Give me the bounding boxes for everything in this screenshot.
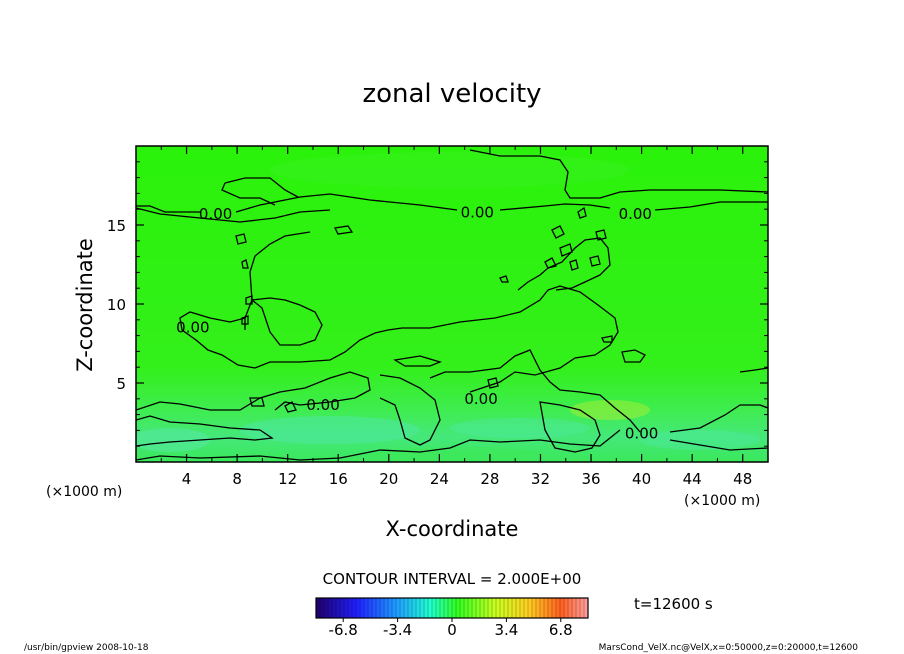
contour-labels: 0.00 0.00 0.00 0.00 0.00 0.00 0.00 bbox=[176, 203, 658, 442]
contour-line bbox=[487, 377, 499, 389]
contour-line bbox=[739, 367, 768, 373]
x-tick-label: 36 bbox=[581, 470, 600, 488]
contour-line bbox=[179, 231, 619, 393]
colorbar-tick-label: -3.4 bbox=[383, 621, 412, 639]
contour-label: 0.00 bbox=[199, 205, 232, 223]
x-tick-label: 24 bbox=[430, 470, 449, 488]
y-tick-label: 15 bbox=[107, 217, 126, 235]
contour-line bbox=[469, 149, 768, 199]
contour-line bbox=[136, 193, 768, 213]
x-tick-label: 12 bbox=[278, 470, 297, 488]
x-tick-label: 40 bbox=[632, 470, 651, 488]
contour-label: 0.00 bbox=[176, 319, 209, 337]
contour-line bbox=[235, 233, 253, 325]
x-axis-unit-left: (×1000 m) bbox=[46, 484, 122, 500]
contour-label: 0.00 bbox=[464, 390, 497, 408]
field-blob bbox=[450, 418, 590, 438]
contour-line bbox=[136, 207, 331, 223]
x-tick-label: 16 bbox=[329, 470, 348, 488]
y-axis-label: Z-coordinate bbox=[73, 238, 97, 372]
contour-line bbox=[429, 349, 768, 433]
contour-line bbox=[601, 335, 613, 343]
x-tick-label: 20 bbox=[379, 470, 398, 488]
x-tick-label: 32 bbox=[531, 470, 550, 488]
colorbar-tick-label: 3.4 bbox=[494, 621, 518, 639]
colorbar: -6.8 -3.4 0 3.4 6.8 bbox=[315, 597, 589, 639]
contour-line bbox=[136, 415, 274, 447]
contour-line bbox=[379, 374, 441, 446]
field-blob bbox=[136, 428, 210, 452]
x-tick-label: 4 bbox=[182, 470, 192, 488]
field-blob bbox=[640, 430, 760, 450]
x-tick-label: 28 bbox=[480, 470, 499, 488]
contour-line bbox=[499, 206, 607, 283]
footer-left: /usr/bin/gpview 2008-10-18 bbox=[24, 643, 149, 653]
colorbar-stripes bbox=[319, 598, 585, 618]
x-tick-label: 44 bbox=[683, 470, 702, 488]
contour-label: 0.00 bbox=[625, 425, 658, 443]
y-tick-label: 5 bbox=[116, 375, 126, 393]
colorbar-gradient bbox=[316, 598, 588, 618]
contour-label: 0.00 bbox=[619, 205, 652, 223]
contour-label: 0.00 bbox=[306, 396, 339, 414]
x-axis-label: X-coordinate bbox=[386, 517, 519, 541]
contour-label: 0.00 bbox=[461, 203, 494, 221]
field-blob bbox=[240, 416, 420, 444]
contour-line bbox=[249, 397, 265, 407]
chart-title: zonal velocity bbox=[362, 79, 541, 109]
y-tick-label: 10 bbox=[107, 296, 126, 314]
footer-right: MarsCond_VelX.nc@VelX,x=0:50000,z=0:2000… bbox=[599, 643, 859, 653]
contour-line bbox=[284, 401, 297, 413]
y-axis-ticks: 5 10 15 bbox=[107, 161, 768, 447]
contour-line bbox=[136, 429, 768, 461]
colorbar-tick-label: -6.8 bbox=[329, 621, 358, 639]
contour-line bbox=[539, 401, 601, 453]
contour-line bbox=[250, 297, 323, 346]
field-blob bbox=[370, 447, 550, 462]
contour-line bbox=[136, 371, 371, 411]
x-axis-unit-right: (×1000 m) bbox=[684, 493, 760, 509]
x-axis-ticks: 4 8 12 16 20 24 28 32 36 40 44 48 bbox=[160, 146, 752, 488]
field-blob bbox=[270, 152, 630, 188]
contour-interval-text: CONTOUR INTERVAL = 2.000E+00 bbox=[323, 570, 582, 588]
time-label: t=12600 s bbox=[634, 595, 713, 613]
contour-line bbox=[621, 349, 646, 363]
plot-area: 0.00 0.00 0.00 0.00 0.00 0.00 0.00 bbox=[135, 145, 769, 463]
contour-line bbox=[334, 225, 354, 235]
contour-line bbox=[517, 237, 611, 291]
field-blob bbox=[570, 400, 650, 420]
colorbar-tick-label: 6.8 bbox=[549, 621, 573, 639]
colorbar-tick-label: 0 bbox=[447, 621, 457, 639]
contour-line bbox=[393, 355, 442, 367]
x-tick-label: 48 bbox=[733, 470, 752, 488]
contour-lines bbox=[136, 149, 768, 461]
x-tick-label: 8 bbox=[232, 470, 242, 488]
contour-line bbox=[221, 177, 299, 206]
colorbar-ticks: -6.8 -3.4 0 3.4 6.8 bbox=[329, 618, 573, 639]
